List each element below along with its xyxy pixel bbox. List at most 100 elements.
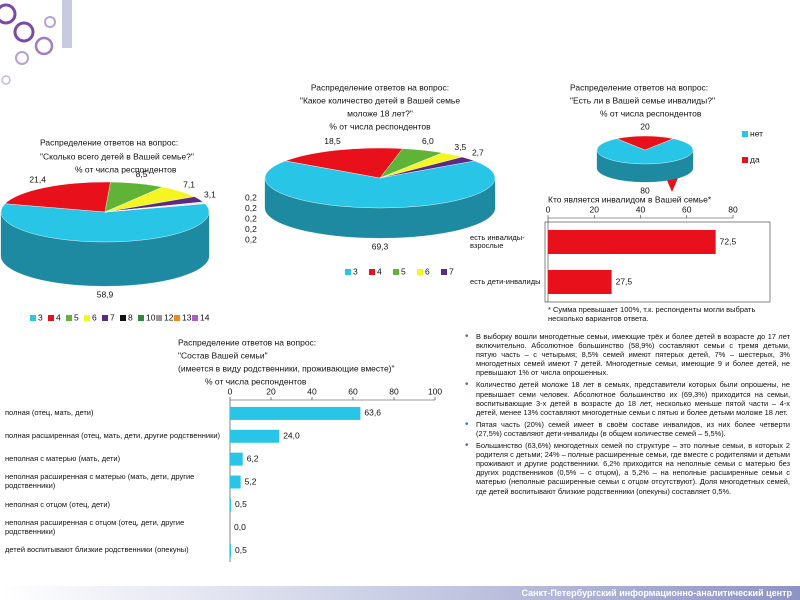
legend-swatch [30, 315, 36, 321]
legend-swatch [138, 315, 144, 321]
x-tick-label: 40 [636, 204, 646, 214]
chart-title: Распределение ответов на вопрос: [570, 82, 708, 92]
data-label: 6,0 [422, 136, 434, 146]
chart-subtitle: % от числа респондентов [600, 108, 702, 118]
data-label: 0,0 [234, 522, 246, 532]
legend-swatch [417, 269, 423, 275]
legend-swatch [192, 315, 198, 321]
chart-title: Распределение ответов на вопрос: [178, 337, 316, 347]
chart-title: (имеется в виду родственники, проживающи… [178, 363, 395, 373]
x-tick-label: 80 [389, 386, 399, 396]
legend-swatch [369, 269, 375, 275]
data-label: 6,2 [247, 453, 259, 463]
bar [230, 452, 243, 466]
pie-slice [284, 147, 404, 179]
chart-subtitle: % от числа респондентов [205, 376, 307, 386]
category-label: есть инвалиды-взрослые [470, 232, 525, 250]
chart-subtitle: % от числа респондентов [75, 164, 177, 174]
pie-slice [596, 138, 694, 165]
legend-label: 5 [74, 312, 79, 322]
category-label: полная (отец, мать, дети) [5, 408, 94, 418]
data-label: 24,0 [283, 431, 300, 441]
x-tick-label: 60 [348, 386, 358, 396]
category-label: неполная с матерью (мать, дети) [5, 453, 121, 463]
legend-swatch [120, 315, 126, 321]
data-label: 0,5 [235, 545, 247, 555]
chart-title: "Какое количество детей в Вашей семье [300, 95, 460, 105]
chart-title: Распределение ответов на вопрос: [40, 137, 178, 147]
legend-label: 10 [146, 312, 156, 322]
data-label: 0,2 [245, 192, 257, 202]
footer: Санкт-Петербургский информационно-аналит… [0, 586, 800, 600]
pie-slice [379, 156, 476, 179]
bullet: Количество детей моложе 18 лет в семьях,… [465, 380, 790, 416]
data-label: 58,9 [97, 289, 114, 299]
bar [548, 230, 716, 254]
footnote: * Сумма превышает 100%, т.к. респонденты… [548, 305, 756, 323]
data-label: 27,5 [616, 276, 633, 286]
data-label: 20 [640, 121, 650, 131]
data-label: 72,5 [720, 236, 737, 246]
data-label: 5,2 [245, 476, 257, 486]
category-label: неполная с отцом (отец, дети) [5, 499, 111, 509]
data-label: 69,3 [372, 241, 389, 251]
legend-swatch [393, 269, 399, 275]
legend-swatch [66, 315, 72, 321]
legend-label: да [750, 154, 760, 164]
category-label: есть дети-инвалиды [470, 276, 541, 286]
legend-swatch [102, 315, 108, 321]
category-label: полная расширенная (отец, мать, дети, др… [5, 431, 221, 441]
x-tick-label: 20 [266, 386, 276, 396]
decoration [62, 0, 72, 48]
x-tick-label: 60 [682, 204, 692, 214]
data-label: 7,1 [183, 179, 195, 189]
bar [230, 429, 280, 443]
legend-label: 12 [164, 312, 174, 322]
chart-title: "Состав Вашей семьи" [178, 350, 268, 360]
data-label: 2,7 [472, 147, 484, 157]
data-label: 0,2 [245, 224, 257, 234]
decoration [0, 3, 56, 85]
data-label: 3,5 [454, 142, 466, 152]
pie-slice [4, 181, 111, 213]
bullet-list: В выборку вошли многодетные семьи, имеющ… [462, 332, 790, 499]
data-label: 21,4 [29, 174, 46, 184]
category-label: неполная расширенная с отцом (отец, дети… [5, 518, 185, 536]
data-label: 0,5 [235, 499, 247, 509]
legend-swatch [345, 269, 351, 275]
bar [230, 475, 241, 489]
bullet: Большинство (63,6%) многодетных семей по… [465, 441, 790, 496]
legend-label: 5 [401, 266, 406, 276]
x-tick-label: 40 [307, 386, 317, 396]
legend-label: 13 [182, 312, 192, 322]
pie-slice [616, 135, 674, 151]
bar [548, 270, 612, 294]
chart-title: "Есть ли в Вашей семье инвалиды?" [570, 95, 715, 105]
legend-swatch [742, 131, 748, 137]
legend-swatch [156, 315, 162, 321]
pie-slice [104, 203, 206, 213]
legend-label: 4 [377, 266, 382, 276]
legend-swatch [742, 157, 748, 163]
legend-swatch [441, 269, 447, 275]
bar [230, 498, 232, 512]
bar [230, 406, 361, 420]
chart-subtitle: % от числа респондентов [329, 121, 431, 131]
legend-label: 4 [56, 312, 61, 322]
bullet: Пятая часть (20%) семей имеет в своём со… [465, 420, 790, 438]
pie-slice [0, 203, 210, 243]
data-label: 0,2 [245, 213, 257, 223]
chart-title: моложе 18 лет?" [347, 108, 413, 118]
legend-label: 3 [38, 312, 43, 322]
data-label: 0,2 [245, 203, 257, 213]
bar [230, 544, 232, 558]
legend-label: 14 [200, 312, 210, 322]
x-tick-label: 100 [428, 386, 442, 396]
legend-label: 6 [92, 312, 97, 322]
chart-title: Кто является инвалидом в Вашей семье* [548, 194, 712, 204]
plot-frame [544, 221, 771, 303]
category-label: неполная расширенная с матерью (мать, де… [5, 472, 195, 490]
pie-slice [264, 160, 496, 209]
